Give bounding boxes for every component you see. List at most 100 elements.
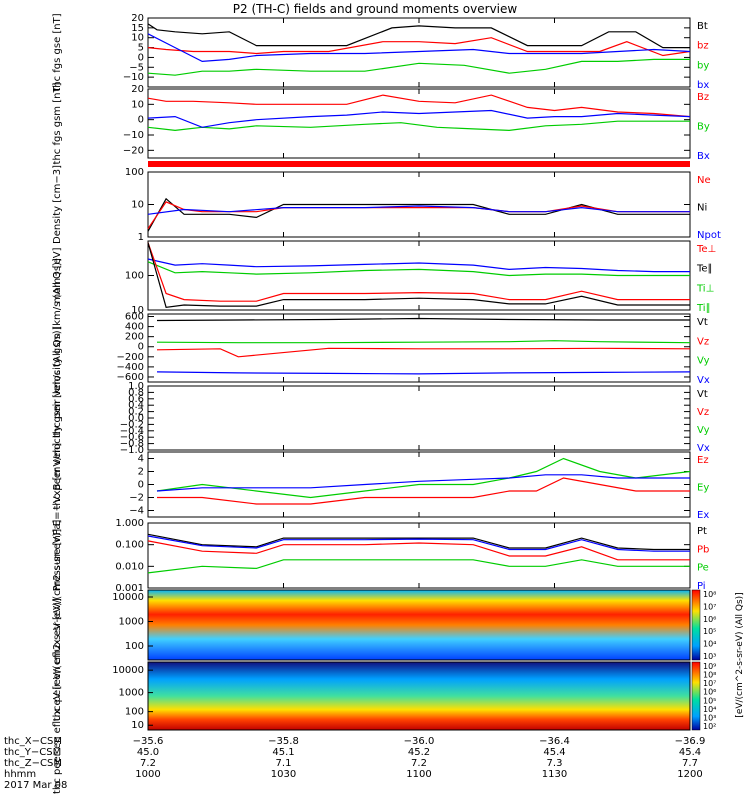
ytick-label: −4 — [129, 506, 144, 517]
ytick-label: 600 — [125, 312, 144, 323]
ytick-label: −10 — [123, 130, 144, 141]
ytick-label: 4 — [138, 454, 144, 465]
panel-4: mom3 [eV] 100 10 Te⊥ Te∥ Ti⊥ Ti∥ — [52, 240, 716, 316]
panel-6: thc peer velocity gsm [km/s (All Qs)] 1.0… — [52, 326, 710, 509]
xaxis-value: 1000 — [135, 769, 160, 780]
ytick-label: −200 — [117, 352, 144, 363]
xaxis-value: 1130 — [542, 769, 567, 780]
panel-5-ylabel: thc peir velocity gsm [km/s (All Qs)] — [52, 258, 63, 438]
series-Pi — [147, 535, 690, 552]
colorbar — [691, 589, 701, 661]
legend-Vt: Vt — [697, 317, 708, 328]
xaxis-value: −36.0 — [404, 736, 435, 747]
legend-Pb: Pb — [697, 544, 709, 555]
series-Te∥ — [147, 242, 690, 308]
colorbar-tick: 10⁹ — [703, 662, 716, 671]
panel-8: Pressure [nPa] 1.000 0.100 0.010 0.001 Pt Pb Pe… — [52, 518, 709, 594]
panel-frame — [147, 385, 691, 451]
xaxis-value: 45.0 — [137, 747, 159, 758]
ytick-label: −5 — [129, 62, 144, 73]
colorbar-tick: 10⁵ — [703, 696, 716, 705]
legend-Bx: Bx — [697, 151, 710, 162]
panel-7: E=−VxB [mV/m] 4 2 0 −2 −4 Ez Ey Ex — [52, 443, 709, 526]
ytick-label: −1.0 — [120, 445, 144, 456]
ytick-label: −600 — [117, 372, 144, 383]
xaxis-value: 45.4 — [679, 747, 701, 758]
xaxis-value: 7.1 — [276, 758, 292, 769]
series-Ti⊥ — [147, 258, 690, 273]
colorbar-label: [eV/(cm^2-s-sr-eV) (All Qs)] — [735, 592, 745, 717]
panel-9: thc peir en eflux eV [eV/(cm2-s-sr-eV)] 1… — [52, 529, 745, 722]
xaxis-value: −35.6 — [133, 736, 164, 747]
panel-6-ylabel: thc peer velocity gsm [km/s (All Qs)] — [52, 326, 63, 509]
status-bar — [148, 161, 690, 167]
legend-Ni: Ni — [697, 203, 707, 214]
series-Vx — [156, 371, 691, 375]
panel-frame — [147, 589, 691, 661]
xaxis-value: 45.2 — [408, 747, 430, 758]
ytick-label: 1.0 — [128, 381, 144, 392]
colorbar — [691, 661, 701, 731]
series-Ez — [157, 477, 690, 505]
panel-frame — [147, 522, 691, 589]
legend-Vt: Vt — [697, 389, 708, 400]
colorbar-tick: 10⁵ — [703, 627, 716, 636]
x-axis-block: thc_X−CSM −35.6 −35.8 −36.0 −36.4 −36.9 thc_Y−… — [4, 736, 705, 791]
ytick-label: 0.8 — [128, 387, 144, 398]
ytick-label: 0.2 — [128, 407, 144, 418]
legend-Vx: Vx — [697, 443, 710, 454]
panel-3: Density [cm−3] 100 10 1 Ne Ni Npot — [52, 165, 721, 244]
legend-Vy: Vy — [697, 425, 710, 436]
ytick-label: 1 — [138, 232, 144, 243]
series-Ti∥ — [147, 261, 690, 277]
xaxis-value: 7.2 — [140, 758, 156, 769]
ytick-label: 10000 — [112, 665, 144, 676]
ytick-label: 0.4 — [128, 400, 144, 411]
xaxis-value: −36.4 — [539, 736, 570, 747]
colorbar-tick: 10⁴ — [703, 705, 716, 714]
xaxis-value: 7.7 — [682, 758, 698, 769]
colorbar-tick: 10⁸ — [703, 671, 716, 680]
panel-2-ylabel: thc fgs gsm [nT] — [52, 82, 63, 164]
legend-Npot: Npot — [697, 230, 721, 241]
legend-Pi: Pi — [697, 581, 706, 592]
panel-3-ylabel: Density [cm−3] — [52, 165, 63, 244]
panel-frame — [147, 661, 691, 731]
ytick-label: 10 — [131, 200, 144, 211]
ytick-label: 5 — [138, 43, 144, 54]
ytick-label: 20 — [131, 13, 144, 24]
ytick-label: −0.2 — [120, 419, 144, 430]
ytick-label: −400 — [117, 362, 144, 373]
ytick-label: 10 — [131, 99, 144, 110]
ytick-label: 10 — [131, 720, 144, 731]
xaxis-row-label: thc_Y−CSM — [4, 747, 61, 758]
series-By — [147, 120, 690, 132]
series-Bt — [147, 23, 690, 49]
legend-Pe: Pe — [697, 563, 709, 574]
ytick-label: 200 — [125, 332, 144, 343]
ytick-label: 10000 — [112, 592, 144, 603]
ytick-label: 10 — [131, 33, 144, 44]
ytick-label: 0 — [138, 52, 144, 63]
series-Ex — [156, 474, 690, 492]
legend-Ez: Ez — [697, 455, 709, 466]
ytick-label: 1000 — [119, 617, 144, 628]
colorbar-tick: 10⁶ — [703, 688, 716, 697]
legend-Vx: Vx — [697, 375, 710, 386]
panel-10-ylabel: thc peer en eflux eV [eV/(cm2-s-sr-eV)] — [52, 598, 63, 794]
panel-10: thc peer en eflux eV [eV/(cm2-s-sr-eV)] 1… — [52, 598, 716, 794]
xaxis-value: 1100 — [406, 769, 431, 780]
legend-Ti∥: Ti∥ — [696, 303, 711, 314]
legend-Vz: Vz — [697, 336, 709, 347]
ytick-label: 0.6 — [128, 394, 144, 405]
ytick-label: −10 — [123, 72, 144, 83]
legend-bz: bz — [697, 41, 709, 52]
ytick-label: −2 — [129, 493, 144, 504]
panel-8-ylabel: Pressure [nPa] — [52, 520, 63, 592]
panel-5: thc peir velocity gsm [km/s (All Qs)] 600… — [52, 258, 710, 438]
colorbar-tick: 10⁷ — [703, 679, 716, 688]
series-Bx — [147, 109, 691, 128]
ytick-label: −0.8 — [120, 439, 144, 450]
